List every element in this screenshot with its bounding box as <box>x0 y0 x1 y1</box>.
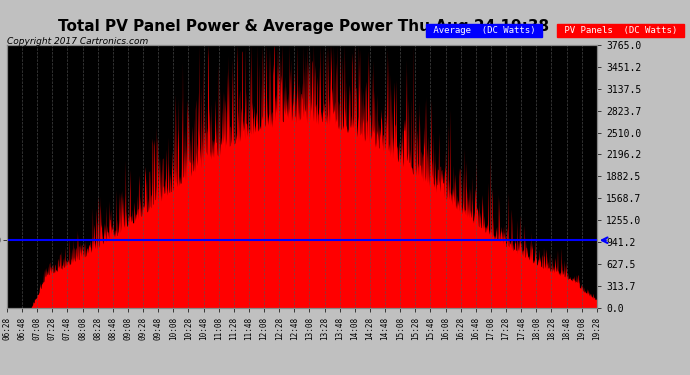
Text: Total PV Panel Power & Average Power Thu Aug 24 19:38: Total PV Panel Power & Average Power Thu… <box>58 19 549 34</box>
Text: Average  (DC Watts): Average (DC Watts) <box>428 26 541 35</box>
Text: Copyright 2017 Cartronics.com: Copyright 2017 Cartronics.com <box>7 38 148 46</box>
Text: PV Panels  (DC Watts): PV Panels (DC Watts) <box>559 26 682 35</box>
